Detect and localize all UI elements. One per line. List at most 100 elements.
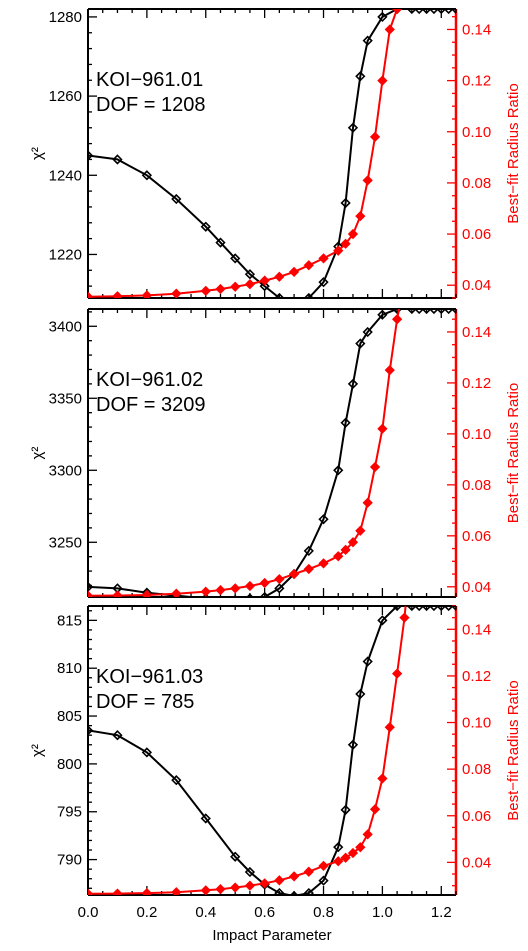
chi2-point <box>443 9 454 15</box>
radius-ratio-point <box>362 497 373 508</box>
chi2-point <box>333 842 344 853</box>
y-tick-label-right: 0.04 <box>462 277 491 294</box>
radius-ratio-point <box>141 888 153 895</box>
y-tick-label-right: 0.12 <box>462 375 491 392</box>
chi2-point <box>377 11 388 23</box>
y-tick-label-left: 1280 <box>49 9 82 26</box>
chi2-line <box>88 309 456 597</box>
y-tick-label-right: 0.14 <box>462 621 491 638</box>
y-axis-title-right: Best−fit Radius Ratio <box>505 83 522 224</box>
x-tick-label: 0.6 <box>254 904 275 921</box>
y-tick-label-right: 0.12 <box>462 73 491 90</box>
series-group <box>88 9 456 298</box>
radius-ratio-point <box>244 279 256 290</box>
chi2-line <box>88 9 456 298</box>
y-tick-label-left: 1240 <box>49 167 82 184</box>
radius-ratio-point <box>288 568 300 580</box>
radius-ratio-point <box>340 852 351 863</box>
chi2-point <box>347 378 359 390</box>
radius-ratio-point <box>347 847 359 859</box>
radius-ratio-point <box>333 245 344 256</box>
chi2-point <box>88 581 94 593</box>
y-tick-label-left: 3400 <box>49 318 82 335</box>
x-tick-label: 1.2 <box>431 904 452 921</box>
chi2-point <box>230 851 241 862</box>
chi2-point <box>318 277 329 288</box>
panel-annotation-line: KOI−961.02 <box>96 369 203 391</box>
y-tick-label-left: 805 <box>57 708 82 725</box>
y-tick-label-left: 790 <box>57 852 82 869</box>
chi2-point <box>406 309 417 315</box>
chi2-point <box>259 280 270 292</box>
radius-ratio-point <box>274 271 285 282</box>
radius-ratio-point <box>318 860 329 871</box>
radius-ratio-point <box>88 291 94 298</box>
radius-ratio-point <box>377 423 388 434</box>
chi2-point <box>421 606 432 612</box>
radius-ratio-point <box>215 884 226 895</box>
x-tick-label: 0.2 <box>136 904 157 921</box>
radius-ratio-point <box>88 590 94 597</box>
panel-annotation-line: DOF = 1208 <box>96 94 206 116</box>
radius-ratio-point <box>340 238 351 249</box>
radius-ratio-point <box>200 885 211 895</box>
y-tick-label-right: 0.06 <box>462 226 491 243</box>
radius-ratio-point <box>377 75 388 86</box>
radius-ratio-line <box>88 606 407 895</box>
radius-ratio-point <box>355 525 366 536</box>
chi2-point <box>340 804 351 815</box>
chi2-point <box>406 9 417 15</box>
y-tick-label-right: 0.10 <box>462 715 491 732</box>
chi2-point <box>141 170 153 181</box>
chi2-point <box>414 606 425 612</box>
radius-ratio-line <box>88 9 399 298</box>
y-tick-label-left: 810 <box>57 660 82 677</box>
chi2-point <box>171 193 182 205</box>
chi2-point <box>421 309 432 315</box>
y-tick-label-right: 0.08 <box>462 477 491 494</box>
chi2-point <box>443 606 454 612</box>
radius-ratio-point <box>141 589 153 597</box>
chi2-point <box>289 890 299 895</box>
chi2-point <box>428 606 440 612</box>
y-tick-label-left: 1220 <box>49 246 82 263</box>
y-tick-label-right: 0.14 <box>462 21 491 38</box>
y-tick-label-right: 0.08 <box>462 761 491 778</box>
chi2-point <box>171 775 182 786</box>
panel-annotation-line: KOI−961.01 <box>96 69 203 91</box>
y-tick-label-right: 0.08 <box>462 175 491 192</box>
chi2-point <box>141 747 153 758</box>
y-axis-title-right: Best−fit Radius Ratio <box>505 383 522 524</box>
panel-3: 0.0 0.2 0.4 0.6 0.8 1.0 1.2 790 795 800 805 810 815 0… <box>29 605 522 921</box>
y-axis-title-left: χ² <box>29 447 46 460</box>
chi2-point <box>362 35 373 46</box>
radius-ratio-point <box>355 211 366 222</box>
chi2-point <box>355 71 366 82</box>
radius-ratio-point <box>362 829 373 840</box>
panel-annotation-line: DOF = 785 <box>96 691 194 713</box>
y-tick-label-left: 3250 <box>49 534 82 551</box>
chi2-point <box>215 237 226 248</box>
radius-ratio-point <box>230 882 241 893</box>
chi2-point <box>347 122 359 133</box>
chi2-point <box>362 326 373 338</box>
radius-ratio-point <box>215 584 226 596</box>
radius-ratio-point <box>274 875 285 886</box>
y-tick-label-right: 0.04 <box>462 854 491 871</box>
chi2-point <box>428 9 440 15</box>
radius-ratio-point <box>112 291 123 298</box>
y-tick-label-right: 0.06 <box>462 808 491 825</box>
chi2-point <box>347 739 359 750</box>
y-tick-label-right: 0.10 <box>462 124 491 141</box>
radius-ratio-point <box>405 606 407 607</box>
chi2-line <box>88 606 456 895</box>
chi2-point <box>274 887 285 895</box>
radius-ratio-point <box>400 309 401 310</box>
radius-ratio-point <box>333 856 344 867</box>
radius-ratio-point <box>340 544 351 555</box>
chi2-point <box>414 309 425 315</box>
y-tick-label-right: 0.12 <box>462 668 491 685</box>
chi2-point <box>200 221 211 232</box>
y-tick-label-right: 0.10 <box>462 426 491 443</box>
panel-annotation-line: KOI−961.03 <box>96 666 203 688</box>
